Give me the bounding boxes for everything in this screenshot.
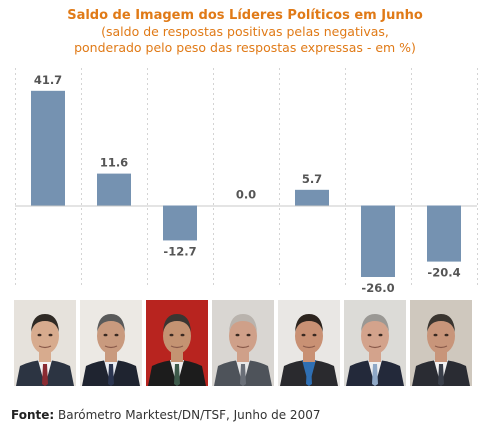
bar-value-label: -12.7 <box>163 244 196 258</box>
bar <box>163 205 197 241</box>
portrait-illustration <box>14 300 76 386</box>
bar-value-label: 11.6 <box>100 156 128 170</box>
leader-portrait <box>146 300 208 386</box>
bar-value-label: -20.4 <box>427 266 460 280</box>
bar-value-label: -26.0 <box>361 281 394 292</box>
bar-chart-svg: 41.7 11.6 -12.7 0.0 5.7 -26.0 -20.4 <box>15 68 478 292</box>
bar <box>427 205 461 262</box>
source-note: Fonte: Barómetro Marktest/DN/TSF, Junho … <box>11 408 320 422</box>
bar <box>97 173 131 206</box>
bar-value-label: 41.7 <box>34 73 62 87</box>
leader-portrait <box>410 300 472 386</box>
chart-title: Saldo de Imagem dos Líderes Políticos em… <box>67 8 423 23</box>
bar-chart: 41.7 11.6 -12.7 0.0 5.7 -26.0 -20.4 <box>0 60 490 292</box>
leader-portrait <box>278 300 340 386</box>
bar-value-label: 0.0 <box>236 188 256 202</box>
source-text: Barómetro Marktest/DN/TSF, Junho de 2007 <box>54 408 321 422</box>
portrait-illustration <box>410 300 472 386</box>
bar <box>361 205 395 277</box>
bar <box>295 189 329 206</box>
leader-portrait <box>14 300 76 386</box>
bar <box>31 90 65 206</box>
chart-subtitle-line-2: ponderado pelo peso das respostas expres… <box>74 40 416 55</box>
leader-portrait <box>344 300 406 386</box>
source-label: Fonte: <box>11 408 55 422</box>
chart-title-block: Saldo de Imagem dos Líderes Políticos em… <box>0 8 490 56</box>
portrait-illustration <box>344 300 406 386</box>
portrait-illustration <box>80 300 142 386</box>
portrait-illustration <box>212 300 274 386</box>
chart-subtitle-line-1: (saldo de respostas positivas pelas nega… <box>101 24 389 39</box>
bar-value-label: 5.7 <box>302 172 322 186</box>
portrait-illustration <box>278 300 340 386</box>
portrait-illustration <box>146 300 208 386</box>
leader-portrait <box>212 300 274 386</box>
leader-portrait <box>80 300 142 386</box>
